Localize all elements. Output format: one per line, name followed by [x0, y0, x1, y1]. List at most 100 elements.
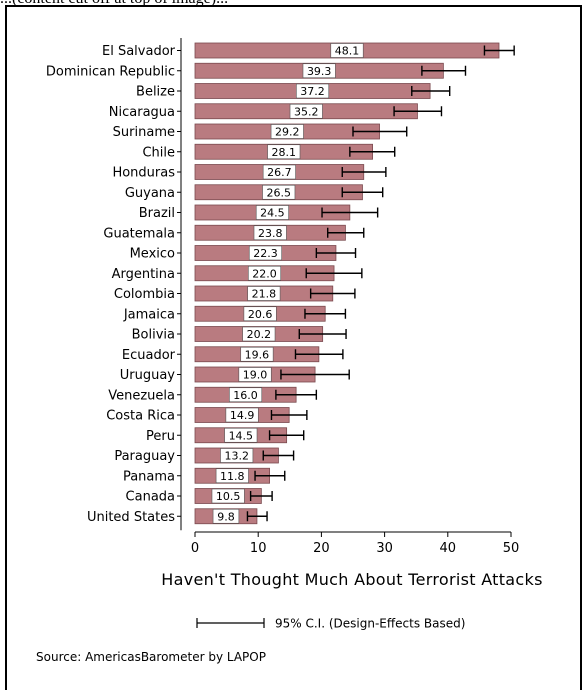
value-label: 23.8: [258, 227, 283, 240]
value-label: 16.0: [233, 389, 258, 402]
value-label: 22.0: [252, 267, 277, 280]
bar-row-costa-rica: Costa Rica 14.9: [106, 407, 308, 424]
value-label: 26.7: [267, 166, 292, 179]
category-label: El Salvador: [102, 44, 176, 59]
value-label: 20.6: [248, 308, 273, 321]
value-label: 10.5: [216, 490, 241, 503]
bar-row-nicaragua: Nicaragua 35.2: [109, 103, 443, 120]
category-label: Costa Rica: [106, 409, 175, 424]
value-label-box: [243, 306, 277, 322]
value-label-box: [247, 286, 281, 301]
category-label: Paraguay: [114, 449, 175, 464]
bar-row-canada: Canada 10.5: [126, 488, 273, 505]
value-label-box: [248, 265, 282, 281]
value-label: 48.1: [335, 45, 360, 58]
value-label: 39.3: [307, 65, 332, 78]
category-label: Suriname: [113, 125, 175, 140]
cropped-caption: ...(content cut off at top of image)...: [0, 0, 587, 8]
category-label: Uruguay: [120, 368, 176, 383]
bars: El Salvador 48.1 Dominican Republic 39.3 Bel…: [46, 42, 515, 525]
value-label: 26.5: [266, 186, 291, 199]
value-label: 19.6: [245, 348, 270, 361]
value-label: 24.5: [260, 207, 285, 220]
category-label: Colombia: [114, 287, 175, 302]
bar-row-argentina: Argentina 22.0: [112, 265, 363, 282]
bar-row-venezuela: Venezuela 16.0: [108, 386, 318, 403]
value-label-box: [242, 326, 276, 342]
bar-row-suriname: Suriname 29.2: [113, 123, 408, 140]
category-label: Canada: [126, 490, 175, 505]
category-label: Panama: [123, 469, 175, 484]
bar-row-bolivia: Bolivia 20.2: [132, 326, 347, 343]
bar-row-el-salvador: El Salvador 48.1: [102, 42, 515, 59]
bar-row-chile: Chile 28.1: [142, 143, 396, 160]
value-label-box: [224, 427, 258, 443]
bar-row-jamaica: Jamaica 20.6: [123, 305, 347, 322]
value-label: 14.5: [229, 429, 254, 442]
value-label-box: [289, 103, 323, 119]
bar-row-united-states: United States 9.8: [87, 508, 268, 525]
category-label: Argentina: [112, 267, 175, 282]
value-label-box: [253, 225, 287, 241]
category-label: Ecuador: [122, 348, 176, 363]
category-label: Guyana: [125, 186, 175, 201]
value-label-box: [270, 124, 304, 139]
bar-row-peru: Peru 14.5: [146, 427, 305, 444]
legend-label: 95% C.I. (Design-Effects Based): [275, 617, 465, 631]
category-label: Nicaragua: [109, 105, 175, 120]
bar-row-dominican-republic: Dominican Republic 39.3: [46, 62, 467, 79]
x-axis-label: Haven't Thought Much About Terrorist Att…: [161, 570, 542, 589]
x-tick-label: 0: [191, 541, 199, 556]
x-tick-label: 10: [250, 541, 267, 556]
value-label-box: [240, 346, 274, 362]
value-label: 13.2: [224, 450, 249, 463]
bar-row-mexico: Mexico 22.3: [130, 245, 357, 262]
category-label: Belize: [136, 85, 175, 100]
category-label: Dominican Republic: [46, 64, 175, 79]
legend: 95% C.I. (Design-Effects Based): [196, 617, 465, 631]
category-label: United States: [87, 510, 175, 525]
category-label: Peru: [146, 429, 175, 444]
category-label: Brazil: [139, 206, 175, 221]
value-label: 37.2: [300, 85, 325, 98]
bar-row-ecuador: Ecuador 19.6: [122, 346, 344, 363]
bar-row-colombia: Colombia 21.8: [114, 285, 356, 302]
bar-row-paraguay: Paraguay 13.2: [114, 447, 295, 464]
axes: [180, 38, 511, 533]
value-label-box: [302, 63, 336, 79]
value-label: 9.8: [217, 510, 235, 523]
value-label-box: [267, 144, 301, 160]
category-label: Mexico: [130, 247, 175, 262]
value-label-box: [220, 448, 254, 463]
x-ticks: 0 10 20 30 40 50: [191, 532, 519, 556]
value-label-box: [229, 387, 263, 403]
value-label: 19.0: [243, 369, 268, 382]
x-tick-label: 20: [313, 541, 330, 556]
value-label: 20.2: [247, 328, 272, 341]
value-label-box: [215, 468, 249, 484]
bar-row-guatemala: Guatemala 23.8: [103, 224, 365, 241]
value-label-box: [262, 164, 296, 180]
value-label-box: [211, 488, 245, 504]
category-label: Honduras: [112, 166, 175, 181]
source-note: Source: AmericasBarometer by LAPOP: [36, 650, 266, 664]
figure-frame: [5, 5, 582, 690]
value-label-box: [296, 83, 330, 99]
value-label-box: [238, 367, 272, 382]
value-label: 29.2: [275, 126, 300, 139]
x-tick-label: 40: [440, 541, 457, 556]
value-label-box: [330, 43, 364, 58]
category-label: Jamaica: [123, 307, 175, 322]
value-label: 35.2: [294, 105, 319, 118]
value-label-box: [255, 205, 289, 220]
x-tick-label: 50: [503, 541, 520, 556]
value-label-box: [212, 508, 240, 524]
value-label-box: [225, 407, 259, 423]
x-tick-label: 30: [376, 541, 393, 556]
value-label: 14.9: [230, 409, 255, 422]
bar-row-uruguay: Uruguay 19.0: [120, 366, 350, 383]
value-label-box: [248, 245, 282, 261]
bar-row-brazil: Brazil 24.5: [139, 204, 379, 221]
category-label: Chile: [142, 145, 175, 160]
